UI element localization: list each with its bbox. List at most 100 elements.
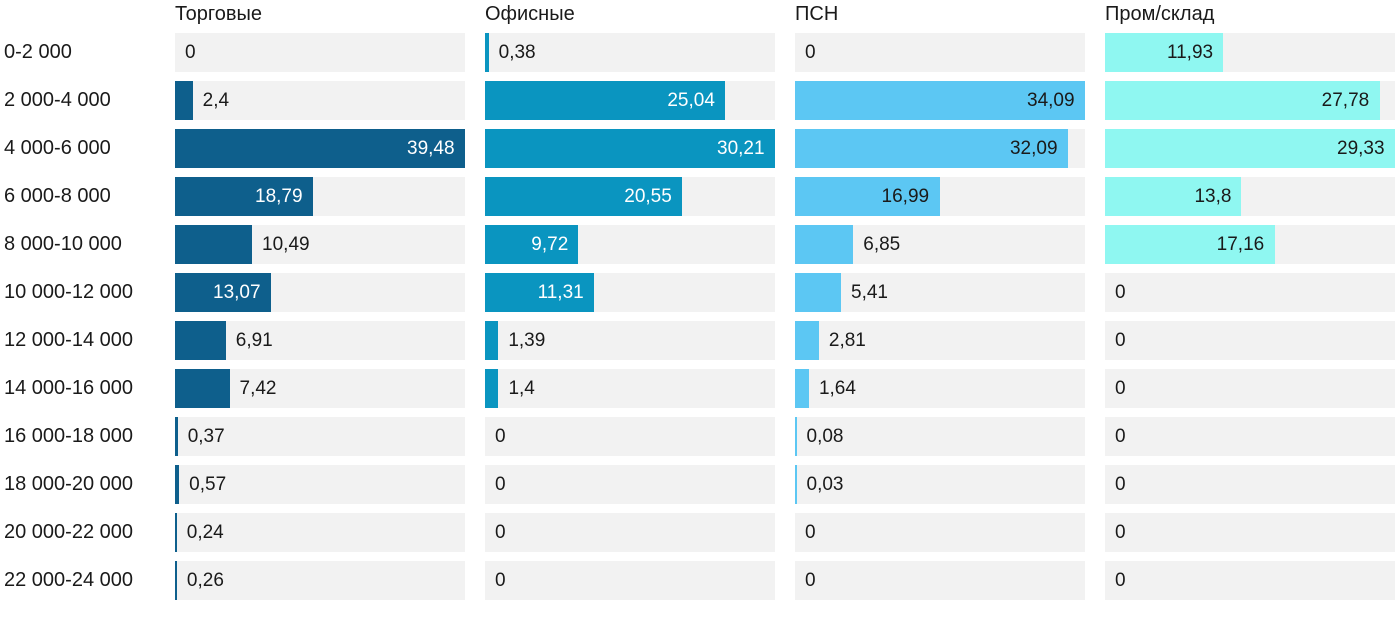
bar-track: 27,78: [1105, 81, 1395, 120]
bar-track: 18,79: [175, 177, 465, 216]
row-label: 16 000-18 000: [4, 425, 134, 447]
bar-track: 32,09: [795, 129, 1085, 168]
bar-value-label: 34,09: [1027, 90, 1075, 111]
bar-track: 13,8: [1105, 177, 1395, 216]
bar-track: 0: [1105, 513, 1395, 552]
bar-value-label: 0: [495, 426, 506, 447]
row-label: 18 000-20 000: [4, 473, 134, 495]
bar-value-label: 13,8: [1194, 186, 1232, 207]
bar-value-label: 0: [805, 42, 816, 63]
bar: [175, 369, 230, 408]
bar-track: 1,64: [795, 369, 1085, 408]
bar: [1105, 129, 1395, 168]
bar: [485, 33, 489, 72]
chart-row: 20 000-22 000 0,24 0 0 0: [0, 513, 1400, 552]
bar: [795, 81, 1085, 120]
bar-value-label: 2,81: [828, 330, 866, 351]
bar-track: 39,48: [175, 129, 465, 168]
bar-value-label: 1,64: [818, 378, 856, 399]
bar-track: 0: [795, 561, 1085, 600]
bar-track: 11,93: [1105, 33, 1395, 72]
bar: [1105, 225, 1275, 264]
bar: [485, 129, 775, 168]
bar-value-label: 0: [1115, 282, 1126, 303]
bar-value-label: 0,37: [187, 426, 225, 447]
bar: [485, 81, 726, 120]
bar-track: 7,42: [175, 369, 465, 408]
bar-value-label: 0: [1115, 426, 1126, 447]
bar-value-label: 0: [495, 474, 506, 495]
chart-row: 6 000-8 000 18,79 20,55 16,99 13,8: [0, 177, 1400, 216]
column-headers: Торговые Офисные ПСН Пром/склад: [0, 2, 1400, 33]
bar-track: 0: [485, 465, 775, 504]
bar: [175, 225, 253, 264]
bar-value-label: 17,16: [1216, 234, 1265, 255]
bar-value-label: 10,49: [262, 234, 310, 255]
bar-track: 6,91: [175, 321, 465, 360]
bar-value-label: 9,72: [531, 234, 569, 255]
row-label: 12 000-14 000: [4, 329, 134, 351]
bar-value-label: 11,93: [1166, 42, 1214, 63]
bar: [1105, 33, 1223, 72]
row-label: 14 000-16 000: [4, 377, 134, 399]
chart-row: 16 000-18 000 0,37 0 0,08 0: [0, 417, 1400, 456]
bar: [485, 177, 683, 216]
bar-track: 30,21: [485, 129, 775, 168]
bar: [485, 369, 499, 408]
bar-value-label: 0: [1115, 570, 1126, 591]
bar-track: 17,16: [1105, 225, 1395, 264]
bar: [485, 321, 499, 360]
chart-row: 18 000-20 000 0,57 0 0,03 0: [0, 465, 1400, 504]
bar-value-label: 0,38: [498, 42, 536, 63]
bar: [485, 273, 594, 312]
bar-value-label: 6,91: [235, 330, 273, 351]
bar-track: 25,04: [485, 81, 775, 120]
bar-track: 0: [175, 33, 465, 72]
bar-track: 1,4: [485, 369, 775, 408]
bar-track: 0,57: [175, 465, 465, 504]
bar: [175, 177, 314, 216]
chart-row: 8 000-10 000 10,49 9,72 6,85 17,16: [0, 225, 1400, 264]
bar-value-label: 0: [1115, 330, 1126, 351]
bar-value-label: 1,39: [508, 330, 546, 351]
bar-track: 2,4: [175, 81, 465, 120]
bar-track: 0: [1105, 465, 1395, 504]
bar-value-label: 13,07: [213, 282, 261, 303]
bar-value-label: 20,55: [624, 186, 672, 207]
bar: [1105, 177, 1242, 216]
bar: [795, 225, 854, 264]
bar-track: 11,31: [485, 273, 775, 312]
chart-row: 4 000-6 000 39,48 30,21 32,09 29,33: [0, 129, 1400, 168]
bar-value-label: 0,26: [186, 570, 224, 591]
row-label: 8 000-10 000: [4, 233, 122, 255]
chart-row: 2 000-4 000 2,4 25,04 34,09 27,78: [0, 81, 1400, 120]
column-header-prom-sklad: Пром/склад: [1105, 3, 1215, 25]
bar-value-label: 2,4: [202, 90, 230, 111]
bar-track: 2,81: [795, 321, 1085, 360]
chart-row: 22 000-24 000 0,26 0 0 0: [0, 561, 1400, 600]
bar-value-label: 0: [1115, 522, 1126, 543]
chart-row: 10 000-12 000 13,07 11,31 5,41 0: [0, 273, 1400, 312]
bar-value-label: 0,57: [189, 474, 227, 495]
bar-value-label: 25,04: [667, 90, 715, 111]
bar: [175, 561, 177, 600]
bar-track: 0,24: [175, 513, 465, 552]
bar: [1105, 81, 1380, 120]
column-header-torgovye: Торговые: [175, 3, 263, 25]
bar-track: 13,07: [175, 273, 465, 312]
bar-track: 0: [795, 513, 1085, 552]
bar-track: 20,55: [485, 177, 775, 216]
bar-value-label: 5,41: [851, 282, 888, 303]
bar-track: 0: [1105, 321, 1395, 360]
bar-value-label: 0: [805, 522, 816, 543]
bar-track: 29,33: [1105, 129, 1395, 168]
row-label: 0-2 000: [4, 41, 72, 63]
bar-value-label: 6,85: [863, 234, 901, 255]
bar: [795, 369, 809, 408]
bar-track: 0: [1105, 369, 1395, 408]
bar-track: 34,09: [795, 81, 1085, 120]
bar-track: 0,08: [795, 417, 1085, 456]
bar-value-label: 0: [805, 570, 816, 591]
bar-track: 0: [485, 561, 775, 600]
